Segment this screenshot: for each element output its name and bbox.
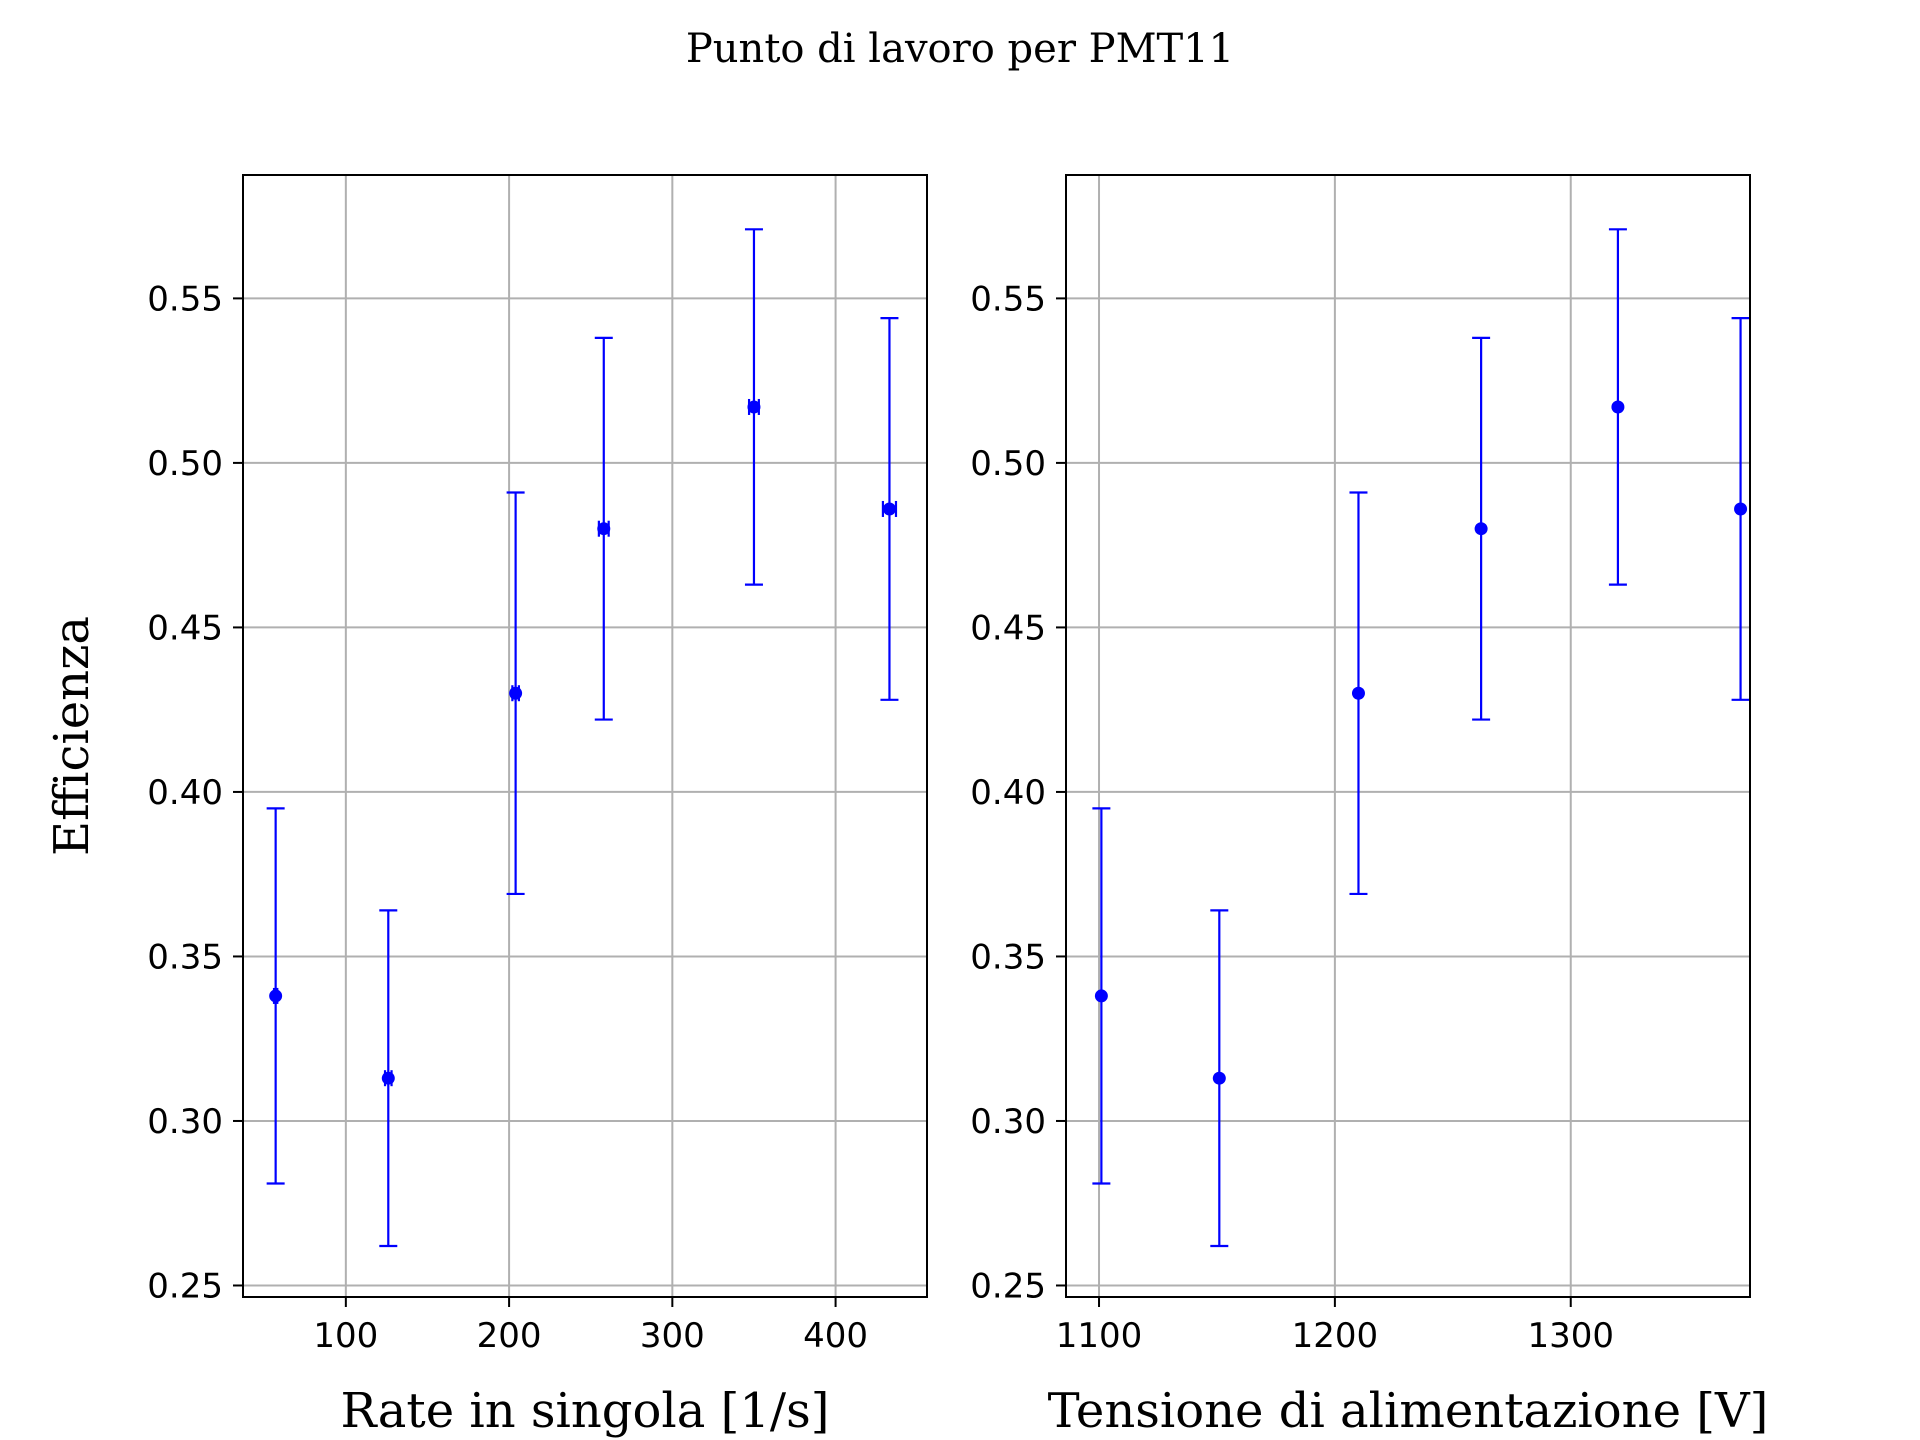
left-y-tick-label: 0.30	[147, 1102, 223, 1142]
right-data-point	[1212, 1071, 1226, 1085]
left-y-axis-label: Efficienza	[44, 616, 100, 856]
left-data-point	[381, 1071, 395, 1085]
left-y-tick-label: 0.25	[147, 1266, 223, 1306]
right-plot-panel: 1100 1200 1300 0.25 0.30 0.35 0.40 0.45 0.50 0.55…	[970, 174, 1769, 1439]
left-y-tick-label: 0.40	[147, 773, 223, 813]
left-x-tick-label: 100	[313, 1316, 378, 1356]
right-x-axis-label: Tensione di alimentazione [V]	[1048, 1383, 1769, 1439]
right-y-tick-label: 0.35	[970, 937, 1046, 977]
left-y-tick-label: 0.55	[147, 279, 223, 319]
right-y-tick-label: 0.40	[970, 773, 1046, 813]
right-x-tick-label: 1200	[1292, 1316, 1379, 1356]
right-y-tick-label: 0.45	[970, 608, 1046, 648]
right-data-point	[1611, 400, 1625, 414]
left-y-tick-label: 0.35	[147, 937, 223, 977]
left-axes-frame	[242, 174, 928, 1298]
left-x-axis-label: Rate in singola [1/s]	[341, 1383, 830, 1439]
left-y-tick-label: 0.45	[147, 608, 223, 648]
right-axes-frame	[1065, 174, 1751, 1298]
right-y-tick-label: 0.25	[970, 1266, 1046, 1306]
left-data-point	[747, 400, 761, 414]
left-data-point	[509, 686, 523, 700]
right-y-tick-label: 0.50	[970, 444, 1046, 484]
left-data-point	[597, 522, 611, 536]
right-data-point	[1734, 502, 1748, 516]
left-y-tick-label: 0.50	[147, 444, 223, 484]
right-data-point	[1474, 522, 1488, 536]
left-x-tick-label: 300	[640, 1316, 705, 1356]
right-y-tick-label: 0.30	[970, 1102, 1046, 1142]
figure-title: Punto di lavoro per PMT11	[686, 26, 1234, 72]
right-x-tick-label: 1100	[1056, 1316, 1143, 1356]
right-y-tick-label: 0.55	[970, 279, 1046, 319]
left-x-tick-label: 200	[477, 1316, 542, 1356]
left-x-tick-label: 400	[803, 1316, 868, 1356]
right-x-tick-label: 1300	[1527, 1316, 1614, 1356]
left-plot-panel: 100 200 300 400 0.25 0.30 0.35 0.40 0.45 0.50 0.55…	[44, 174, 928, 1439]
right-data-point	[1094, 989, 1108, 1003]
left-data-point	[269, 989, 283, 1003]
left-data-point	[882, 502, 896, 516]
right-data-point	[1351, 686, 1365, 700]
